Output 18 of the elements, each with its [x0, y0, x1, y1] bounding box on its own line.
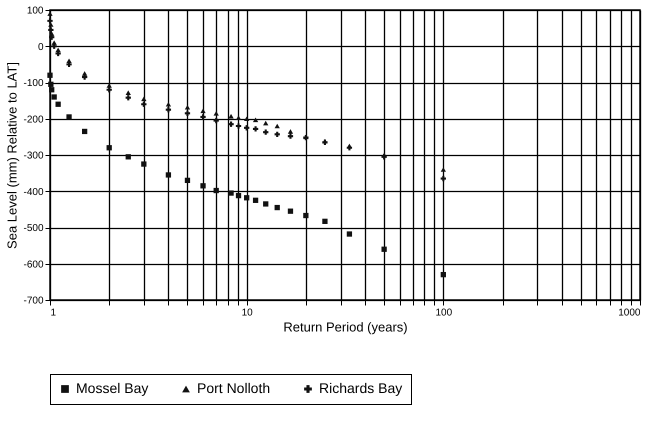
y-tick-label: 100 — [26, 6, 44, 16]
legend-label: Port Nolloth — [197, 380, 270, 396]
y-tick-label: -200 — [23, 114, 44, 126]
x-tick-label: 1 — [50, 308, 56, 318]
y-tick-label: 0 — [38, 42, 44, 53]
y-axis-title: Sea Level (mm) Relative to LAT] — [4, 62, 20, 249]
y-tick-label: -700 — [23, 296, 44, 306]
x-axis-title: Return Period (years) — [283, 320, 408, 334]
y-tick-label: -100 — [23, 78, 44, 89]
legend-label: Mossel Bay — [76, 380, 148, 396]
y-tick-label: -600 — [23, 259, 44, 270]
y-tick-label: -500 — [23, 223, 44, 234]
y-tick-label: -400 — [23, 186, 44, 198]
x-tick-label: 100 — [435, 308, 453, 318]
x-tick-label: 10 — [242, 308, 254, 318]
x-tick-label: 1000 — [618, 308, 641, 318]
y-tick-label: -300 — [23, 150, 44, 162]
legend-label: Richards Bay — [319, 380, 402, 396]
